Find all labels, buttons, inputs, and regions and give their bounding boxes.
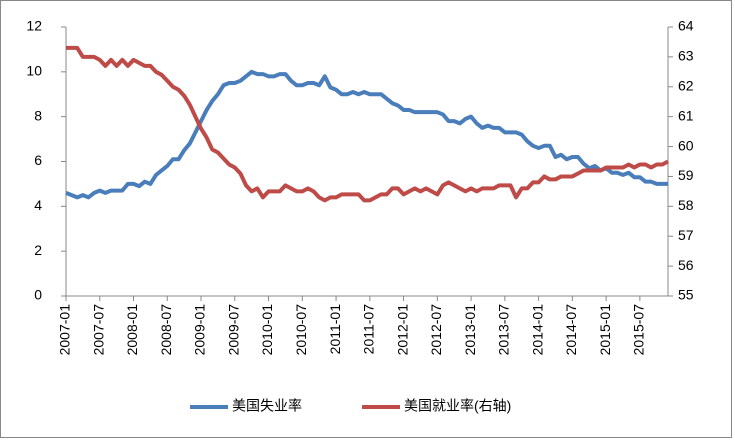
x-tick-label: 2015-07 (631, 304, 647, 356)
legend-label: 美国失业率 (232, 398, 302, 414)
x-tick-label: 2010-01 (259, 304, 275, 356)
y-tick-label: 12 (26, 18, 42, 34)
x-tick-label: 2015-01 (597, 304, 613, 356)
y2-tick-label: 57 (678, 227, 694, 243)
y-tick-label: 6 (34, 152, 42, 168)
y2-tick-label: 64 (678, 18, 694, 34)
y-tick-label: 4 (34, 197, 42, 213)
x-tick-label: 2014-01 (529, 304, 545, 356)
x-tick-label: 2008-01 (124, 304, 140, 356)
x-tick-label: 2008-07 (158, 304, 174, 356)
y2-tick-label: 63 (678, 48, 694, 64)
y2-tick-label: 59 (678, 167, 694, 183)
y2-tick-label: 62 (678, 77, 694, 93)
x-tick-label: 2011-07 (361, 304, 377, 355)
x-tick-label: 2010-07 (293, 304, 309, 356)
y-tick-label: 0 (34, 287, 42, 303)
x-tick-label: 2011-01 (327, 304, 343, 355)
y2-tick-label: 55 (678, 287, 694, 303)
x-tick-label: 2007-07 (90, 304, 106, 356)
y2-tick-label: 58 (678, 197, 694, 213)
x-tick-label: 2012-07 (428, 304, 444, 356)
y2-tick-label: 60 (678, 137, 694, 153)
y-tick-label: 10 (26, 63, 42, 79)
x-tick-label: 2007-01 (57, 304, 73, 356)
legend-label: 美国就业率(右轴) (404, 398, 511, 414)
y-tick-label: 8 (34, 107, 42, 123)
x-tick-label: 2012-01 (394, 304, 410, 356)
y2-tick-label: 56 (678, 257, 694, 273)
series-line (66, 45, 669, 203)
series-line (65, 69, 668, 200)
x-tick-label: 2013-07 (496, 304, 512, 356)
y2-tick-label: 61 (678, 107, 694, 123)
x-tick-label: 2009-01 (192, 304, 208, 356)
x-tick-label: 2009-07 (225, 304, 241, 356)
x-tick-label: 2014-07 (563, 304, 579, 356)
x-tick-label: 2013-01 (462, 304, 478, 356)
y-tick-label: 2 (34, 242, 42, 258)
